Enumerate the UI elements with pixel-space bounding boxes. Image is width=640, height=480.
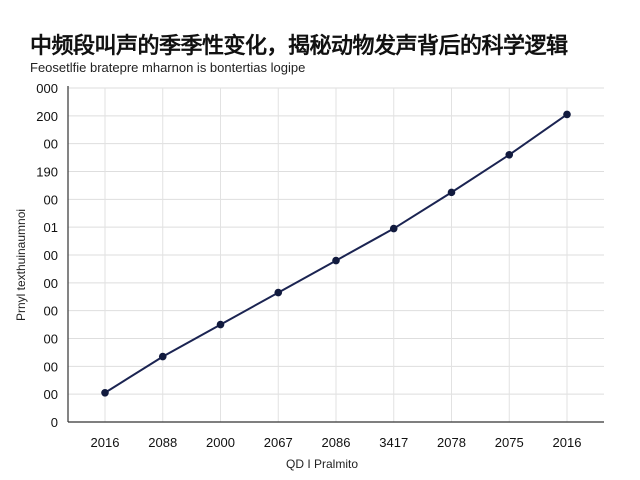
- y-tick-label: 200: [36, 109, 58, 124]
- data-point: [158, 352, 167, 361]
- y-tick-label: 00: [44, 387, 58, 402]
- series-layer: [101, 110, 571, 397]
- data-point: [505, 151, 514, 159]
- y-axis-title: Prnyl texthuinaumnoi: [14, 209, 28, 321]
- x-tick-label: 2016: [91, 435, 120, 450]
- x-tick-label: 2078: [437, 435, 466, 450]
- data-point: [447, 188, 456, 197]
- y-tick-label: 00: [44, 332, 58, 347]
- y-tick-label: 00: [44, 248, 58, 263]
- chart-subtitle: Feosetlfie bratepre mharnon is bontertia…: [30, 60, 306, 75]
- y-tick-label: 01: [44, 220, 58, 235]
- y-tick-label: 190: [36, 165, 58, 180]
- x-tick-label: 3417: [379, 435, 408, 450]
- x-tick-label: 2000: [206, 435, 235, 450]
- x-tick-label: 2016: [553, 435, 582, 450]
- x-tick-label: 2088: [148, 435, 177, 450]
- y-tick-label: 00: [44, 304, 58, 319]
- data-point: [563, 110, 571, 119]
- data-point: [274, 288, 283, 297]
- y-tick-label: 00: [44, 137, 58, 152]
- x-tick-labels: 2016 2088 2000 2067 2086 3417 2078 2075 2016: [91, 435, 582, 450]
- x-axis-title: QD I Pralmito: [286, 457, 358, 471]
- x-tick-label: 2067: [264, 435, 293, 450]
- axis-layer: [67, 86, 604, 423]
- y-tick-label: 00: [44, 359, 58, 374]
- y-tick-label: 00: [44, 192, 58, 207]
- data-point: [216, 320, 225, 329]
- y-tick-label: 0: [51, 415, 58, 430]
- data-point: [332, 256, 340, 265]
- y-tick-label: 00: [44, 276, 58, 291]
- y-tick-label: 000: [36, 81, 58, 96]
- data-point: [389, 224, 398, 233]
- grid-layer: [68, 87, 604, 422]
- chart-title: 中频段叫声的季季性变化，揭秘动物发声背后的科学逻辑: [30, 34, 568, 59]
- x-tick-label: 2075: [495, 435, 524, 450]
- x-tick-label: 2086: [322, 435, 351, 450]
- data-point: [101, 388, 109, 397]
